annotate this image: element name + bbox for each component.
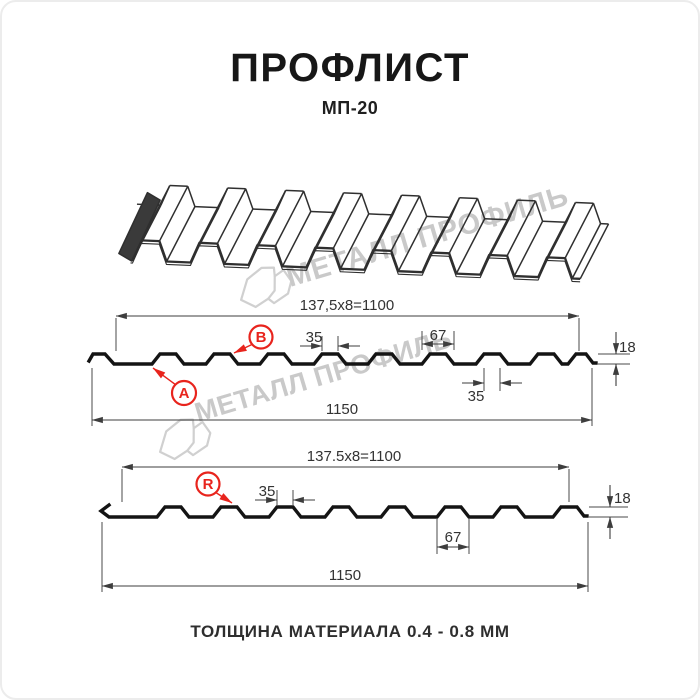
sheet-front-edge — [130, 239, 581, 280]
dim-p1-rib-base-text: 67 — [430, 327, 447, 344]
dim-p1-total-text: 1150 — [326, 401, 358, 418]
sheet-front-thickness — [130, 242, 581, 283]
sheet-right-edge — [579, 222, 610, 280]
dim-p1-module-text: 137,5x8=1100 — [300, 297, 394, 314]
dim-p2-total-text: 1150 — [329, 567, 361, 584]
label-r-text: R — [203, 476, 214, 493]
label-a-text: A — [179, 385, 190, 402]
dim-p2-module-text: 137.5x8=1100 — [307, 448, 401, 465]
page-title: ПРОФЛИСТ — [230, 46, 470, 90]
footer-text: ТОЛЩИНА МАТЕРИАЛА 0.4 - 0.8 ММ — [190, 622, 510, 641]
label-b: B — [233, 324, 274, 354]
dim-p2-total: 1150 — [101, 522, 589, 592]
watermark-brand-text-2: МЕТАЛЛ ПРОФИЛЬ — [191, 323, 455, 427]
sheet-3d-drawing — [118, 183, 610, 283]
dim-p1-rib-top: 35 — [300, 329, 360, 351]
dim-p2-rib-top: 35 — [255, 483, 315, 505]
dim-p1-height: 18 — [598, 332, 636, 386]
dim-p2-height: 18 — [589, 485, 631, 539]
profile-bottom-outline — [98, 502, 589, 519]
dim-p2-rib-base: 67 — [436, 519, 470, 554]
label-b-text: B — [256, 329, 267, 346]
dim-p1-rib-top-2: 35 — [462, 368, 522, 405]
label-r: R — [195, 471, 233, 504]
dim-p1-rib-base: 67 — [421, 327, 455, 350]
dim-p1-rib-top-2-text: 35 — [468, 388, 485, 405]
dim-p1-height-text: 18 — [619, 339, 636, 356]
dim-p2-rib-top-text: 35 — [259, 483, 276, 500]
dim-p2-rib-base-text: 67 — [445, 529, 462, 546]
dim-p2-module: 137.5x8=1100 — [121, 448, 570, 502]
dim-p1-total: 1150 — [91, 368, 593, 426]
sheet-left-edge — [118, 191, 161, 262]
profile-bottom-drawing: 137.5x8=1100 35 67 18 — [98, 448, 631, 592]
dim-p1-module: 137,5x8=1100 — [115, 297, 580, 351]
dim-p1-rib-top-text: 35 — [306, 329, 323, 346]
profile-top-outline — [86, 352, 598, 366]
label-a: A — [152, 367, 198, 407]
dim-p2-height-text: 18 — [614, 490, 631, 507]
profile-top-drawing: 137,5x8=1100 35 67 18 — [86, 297, 636, 426]
page-subtitle: МП-20 — [321, 98, 379, 118]
